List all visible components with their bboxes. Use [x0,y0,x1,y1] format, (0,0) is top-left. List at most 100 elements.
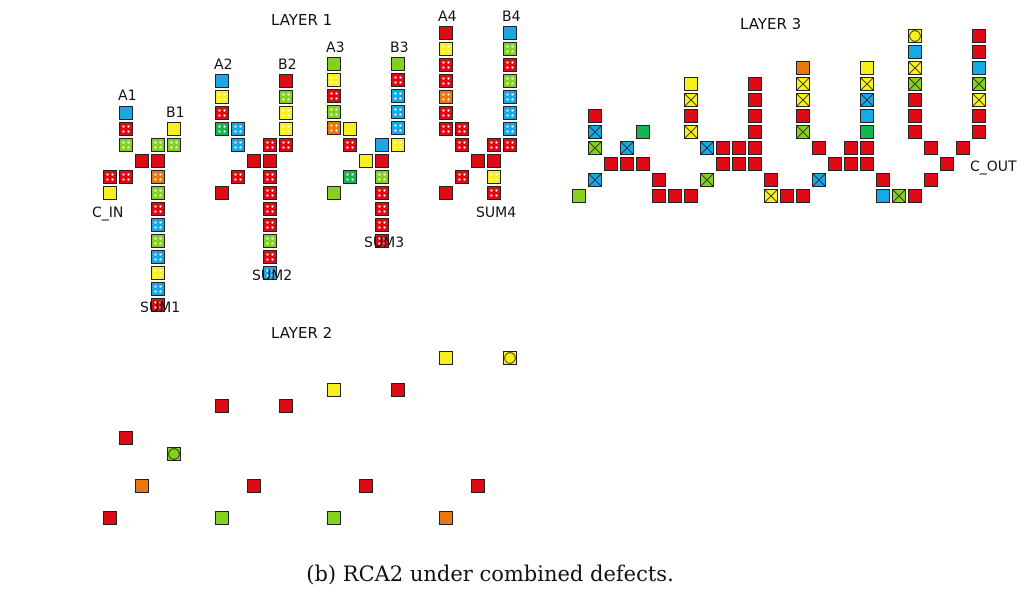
qca-cell [343,170,357,184]
qca-cell [231,170,245,184]
qca-cell [908,189,922,203]
qca-cell [263,154,277,168]
qca-cell [439,106,453,120]
qca-cell [279,399,293,413]
qca-cell [279,106,293,120]
qca-cell [503,26,517,40]
qca-cell [684,109,698,123]
qca-cell [103,511,117,525]
label-sum3: SUM3 [364,235,405,251]
qca-cell [343,138,357,152]
qca-cell [279,74,293,88]
qca-cell [684,189,698,203]
qca-cell [908,109,922,123]
qca-cell [956,141,970,155]
qca-cell [796,61,810,75]
qca-cell [327,89,341,103]
qca-cell [812,141,826,155]
qca-cell [503,42,517,56]
qca-cell [439,58,453,72]
qca-cell [487,186,501,200]
qca-cell [972,77,986,91]
qca-cell [716,141,730,155]
qca-cell [908,45,922,59]
qca-cell [860,141,874,155]
qca-cell [391,89,405,103]
label-sum1: SUM1 [140,300,181,316]
qca-cell [684,125,698,139]
qca-cell [375,218,389,232]
qca-cell [375,154,389,168]
qca-cell [860,125,874,139]
qca-cell [263,266,277,280]
qca-cell [439,26,453,40]
qca-cell [119,431,133,445]
qca-cell [375,138,389,152]
qca-cell [636,125,650,139]
qca-cell [263,202,277,216]
qca-cell [796,189,810,203]
qca-cell [908,29,922,43]
qca-cell [391,57,405,71]
qca-cell [439,74,453,88]
qca-cell [892,189,906,203]
qca-cell [119,122,133,136]
label-b4: B4 [502,9,521,25]
qca-cell [327,105,341,119]
qca-cell [748,77,762,91]
qca-cell [908,93,922,107]
qca-cell [908,61,922,75]
qca-cell [439,122,453,136]
qca-cell [716,157,730,171]
qca-cell [700,173,714,187]
qca-cell [327,186,341,200]
qca-cell [151,138,165,152]
qca-cell [343,122,357,136]
qca-cell [375,186,389,200]
qca-cell [828,157,842,171]
qca-cell [455,170,469,184]
qca-cell [119,170,133,184]
qca-cell [471,479,485,493]
qca-cell [119,106,133,120]
qca-cell [684,93,698,107]
qca-cell [487,170,501,184]
label-b3: B3 [390,40,409,56]
qca-cell [391,383,405,397]
qca-cell [135,154,149,168]
qca-cell [439,42,453,56]
qca-cell [860,61,874,75]
qca-cell [375,202,389,216]
qca-cell [263,218,277,232]
qca-cell [215,74,229,88]
qca-cell [231,138,245,152]
qca-cell [588,125,602,139]
qca-cell [167,138,181,152]
qca-cell [972,125,986,139]
qca-cell [876,189,890,203]
qca-cell [503,106,517,120]
qca-cell [359,479,373,493]
label-c-out: C_OUT [970,159,1017,175]
qca-cell [748,157,762,171]
label-a4: A4 [438,9,457,25]
qca-cell [215,399,229,413]
qca-cell [215,186,229,200]
qca-cell [588,141,602,155]
qca-cell [215,122,229,136]
qca-cell [487,138,501,152]
qca-cell [503,58,517,72]
qca-cell [732,157,746,171]
qca-cell [780,189,794,203]
qca-cell [279,122,293,136]
qca-cell [503,138,517,152]
qca-cell [439,186,453,200]
qca-cell [327,511,341,525]
qca-cell [652,189,666,203]
qca-cell [391,121,405,135]
label-b2: B2 [278,57,297,73]
qca-cell [167,122,181,136]
qca-cell [455,138,469,152]
qca-cell [588,109,602,123]
qca-cell [764,173,778,187]
